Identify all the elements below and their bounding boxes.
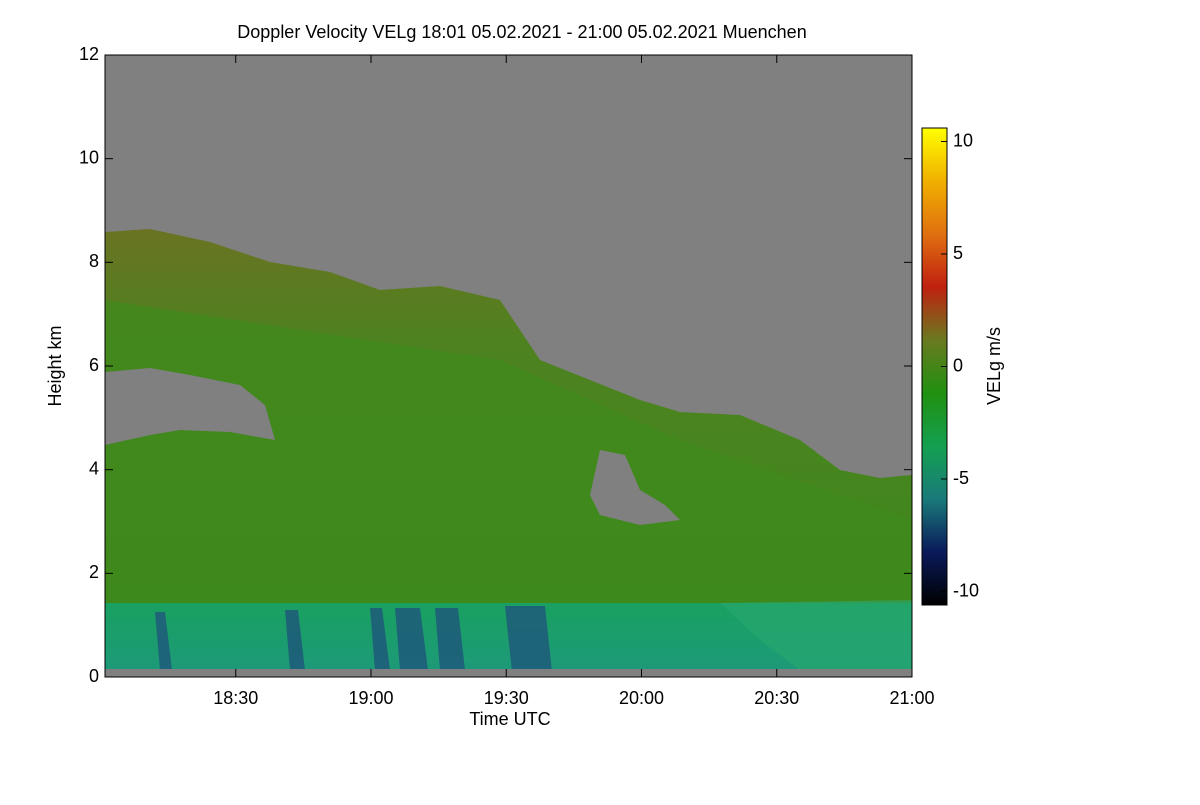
x-tick-label: 21:00 [889,688,934,708]
x-tick-label: 19:00 [348,688,393,708]
x-tick-label: 20:30 [754,688,799,708]
cloud-body [105,300,912,610]
ground-clutter [105,669,912,677]
y-tick-label: 4 [89,458,99,478]
y-tick-label: 10 [79,147,99,167]
x-tick-label: 20:00 [619,688,664,708]
y-axis-label: Height km [45,325,65,406]
x-tick-label: 18:30 [213,688,258,708]
y-tick-label: 2 [89,562,99,582]
gap [590,450,680,525]
boundary-layer-light [720,600,912,670]
y-tick-label: 0 [89,666,99,686]
y-tick-label: 12 [79,44,99,64]
colorbar-tick-label: 5 [953,243,963,263]
y-tick-label: 8 [89,251,99,271]
x-axis-label: Time UTC [469,709,550,729]
downdrafts [155,606,552,672]
x-tick-label: 19:30 [484,688,529,708]
colorbar-tick-label: -5 [953,468,969,488]
colorbar-tick-label: 0 [953,355,963,375]
gap [105,368,275,445]
colorbar-tick-label: 10 [953,130,973,150]
colorbar-tick-label: -10 [953,580,979,600]
radar-field [105,55,912,677]
colorbar-label: VELg m/s [984,327,1004,405]
y-tick-label: 6 [89,355,99,375]
chart-title: Doppler Velocity VELg 18:01 05.02.2021 -… [237,22,806,42]
